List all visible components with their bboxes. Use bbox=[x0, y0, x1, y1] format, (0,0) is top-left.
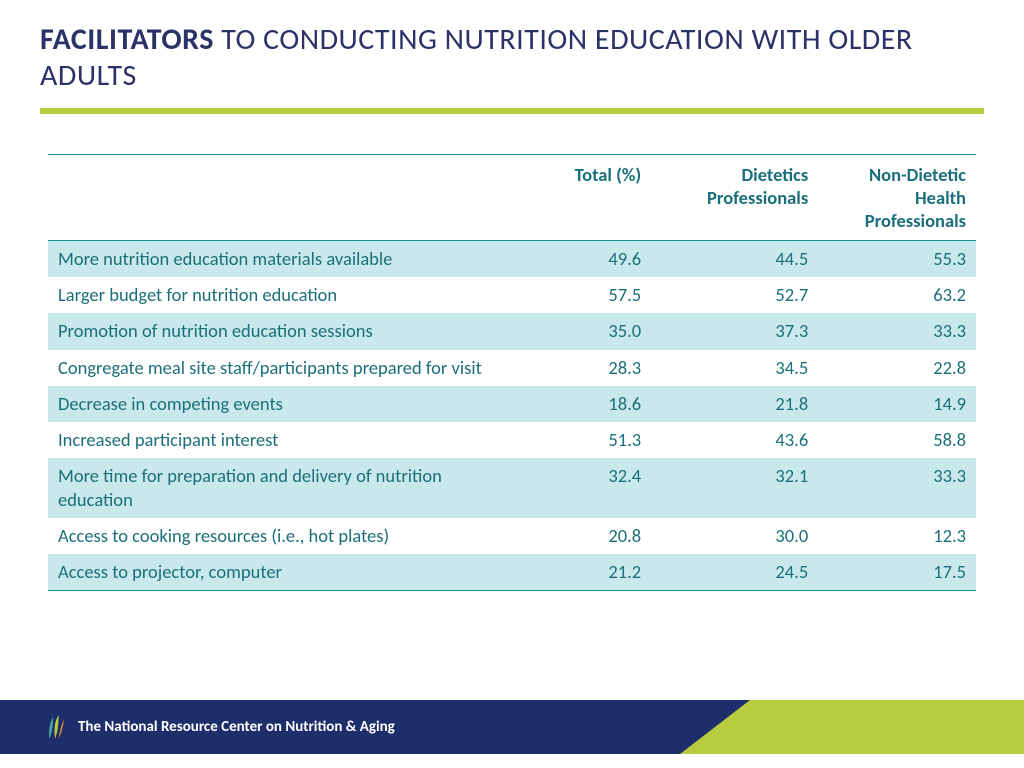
table-row: Increased participant interest 51.3 43.6… bbox=[48, 422, 976, 458]
cell: 33.3 bbox=[818, 313, 976, 349]
col-header bbox=[48, 155, 521, 241]
cell: 35.0 bbox=[521, 313, 651, 349]
cell: 17.5 bbox=[818, 554, 976, 591]
table-row: Access to projector, computer 21.2 24.5 … bbox=[48, 554, 976, 591]
cell: 57.5 bbox=[521, 277, 651, 313]
cell: Access to cooking resources (i.e., hot p… bbox=[48, 518, 521, 554]
cell: 32.1 bbox=[651, 458, 818, 518]
cell: Decrease in competing events bbox=[48, 386, 521, 422]
table-wrap: Total (%) Dietetics Professionals Non-Di… bbox=[0, 114, 1024, 591]
cell: 63.2 bbox=[818, 277, 976, 313]
cell: 37.3 bbox=[651, 313, 818, 349]
title-block: FACILITATORS TO CONDUCTING NUTRITION EDU… bbox=[0, 0, 1024, 102]
cell: Congregate meal site staff/participants … bbox=[48, 350, 521, 386]
cell: 34.5 bbox=[651, 350, 818, 386]
cell: 14.9 bbox=[818, 386, 976, 422]
cell: 24.5 bbox=[651, 554, 818, 591]
cell: 33.3 bbox=[818, 458, 976, 518]
cell: 21.8 bbox=[651, 386, 818, 422]
cell: 30.0 bbox=[651, 518, 818, 554]
footer-blue-band: The National Resource Center on Nutritio… bbox=[0, 700, 680, 754]
cell: 51.3 bbox=[521, 422, 651, 458]
table-row: Congregate meal site staff/participants … bbox=[48, 350, 976, 386]
cell: 12.3 bbox=[818, 518, 976, 554]
cell: Larger budget for nutrition education bbox=[48, 277, 521, 313]
logo-icon bbox=[44, 713, 66, 741]
cell: 22.8 bbox=[818, 350, 976, 386]
cell: Access to projector, computer bbox=[48, 554, 521, 591]
cell: 55.3 bbox=[818, 241, 976, 278]
table-row: Larger budget for nutrition education 57… bbox=[48, 277, 976, 313]
cell: 28.3 bbox=[521, 350, 651, 386]
cell: 21.2 bbox=[521, 554, 651, 591]
table-header-row: Total (%) Dietetics Professionals Non-Di… bbox=[48, 155, 976, 241]
footer-org-name: The National Resource Center on Nutritio… bbox=[78, 718, 395, 736]
table-body: More nutrition education materials avail… bbox=[48, 241, 976, 590]
table-row: Decrease in competing events 18.6 21.8 1… bbox=[48, 386, 976, 422]
table-row: Access to cooking resources (i.e., hot p… bbox=[48, 518, 976, 554]
cell: Promotion of nutrition education session… bbox=[48, 313, 521, 349]
cell: 52.7 bbox=[651, 277, 818, 313]
col-header: Total (%) bbox=[521, 155, 651, 241]
col-header: Non-Dietetic Health Professionals bbox=[818, 155, 976, 241]
slide-title: FACILITATORS TO CONDUCTING NUTRITION EDU… bbox=[40, 22, 984, 94]
table-row: Promotion of nutrition education session… bbox=[48, 313, 976, 349]
cell: Increased participant interest bbox=[48, 422, 521, 458]
table-row: More nutrition education materials avail… bbox=[48, 241, 976, 278]
slide: FACILITATORS TO CONDUCTING NUTRITION EDU… bbox=[0, 0, 1024, 768]
cell: 44.5 bbox=[651, 241, 818, 278]
cell: 32.4 bbox=[521, 458, 651, 518]
title-bold: FACILITATORS bbox=[40, 21, 214, 58]
cell: More time for preparation and delivery o… bbox=[48, 458, 521, 518]
col-header: Dietetics Professionals bbox=[651, 155, 818, 241]
facilitators-table: Total (%) Dietetics Professionals Non-Di… bbox=[48, 154, 976, 591]
footer: The National Resource Center on Nutritio… bbox=[0, 700, 1024, 754]
cell: 20.8 bbox=[521, 518, 651, 554]
table-row: More time for preparation and delivery o… bbox=[48, 458, 976, 518]
cell: More nutrition education materials avail… bbox=[48, 241, 521, 278]
cell: 43.6 bbox=[651, 422, 818, 458]
cell: 58.8 bbox=[818, 422, 976, 458]
cell: 49.6 bbox=[521, 241, 651, 278]
cell: 18.6 bbox=[521, 386, 651, 422]
